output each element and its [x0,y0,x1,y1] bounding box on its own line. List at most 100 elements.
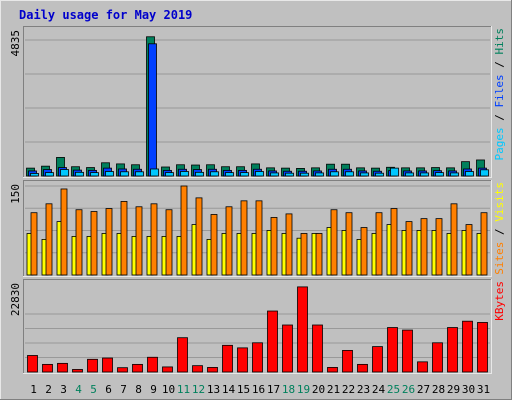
x-tick-label-day-25: 25 [387,383,400,396]
bar-sites-day-16 [255,200,263,276]
bar-pages-day-18 [285,172,294,177]
bar-pages-day-21 [330,171,339,177]
x-tick-label-day-15: 15 [237,383,250,396]
bar-kbytes-day-18 [282,324,293,373]
bar-pages-day-19 [300,172,309,177]
bar-sites-day-2 [45,203,53,276]
bar-kbytes-day-23 [357,363,368,373]
x-tick-label-day-9: 9 [150,383,157,396]
legend-entry-0: Pages [493,127,506,160]
bar-pages-day-8 [135,171,144,177]
bar-pages-day-29 [450,172,459,177]
bar-pages-day-11 [180,171,189,177]
bar-sites-day-23 [360,227,368,276]
panel-visits-sites-legend: Sites / Visits [493,182,506,275]
bar-files-day-9 [148,43,157,177]
bar-kbytes-day-5 [87,358,98,373]
legend-entry-1: / [493,108,506,128]
x-tick-label-day-2: 2 [45,383,52,396]
bar-sites-day-7 [120,201,128,276]
bar-sites-day-14 [225,206,233,276]
x-tick-label-day-21: 21 [327,383,340,396]
x-tick-label-day-29: 29 [447,383,460,396]
bar-pages-day-12 [195,171,204,177]
legend-entry-0: KBytes [493,281,506,321]
panel-kbytes-scale-label: 22830 [9,283,22,316]
x-tick-label-day-12: 12 [192,383,205,396]
bar-sites-day-28 [435,218,443,276]
bar-pages-day-3 [60,169,69,177]
chart-title: Daily usage for May 2019 [19,8,192,22]
bar-kbytes-day-4 [72,369,83,373]
bar-pages-day-5 [90,172,99,177]
bar-sites-day-26 [405,221,413,276]
bar-sites-day-9 [150,203,158,276]
x-tick-label-day-28: 28 [432,383,445,396]
panel-hits-files-pages: 4835 Pages / Files / Hits [9,26,506,178]
bar-pages-day-9 [150,168,159,177]
x-tick-label-day-20: 20 [312,383,325,396]
bar-sites-day-27 [420,218,428,276]
bar-sites-day-21 [330,209,338,276]
bar-pages-day-25 [390,167,399,177]
bar-sites-day-4 [75,209,83,276]
bar-pages-day-1 [30,173,39,177]
x-tick-label-day-23: 23 [357,383,370,396]
x-tick-label-day-30: 30 [462,383,475,396]
bar-kbytes-day-21 [327,367,338,373]
bar-pages-day-27 [420,172,429,177]
bar-sites-day-24 [375,212,383,276]
bar-kbytes-day-29 [447,327,458,373]
bar-pages-day-6 [105,171,114,177]
bar-kbytes-day-25 [387,327,398,373]
bar-pages-day-4 [75,171,84,177]
bar-pages-day-30 [465,171,474,177]
bar-pages-day-16 [255,171,264,177]
bar-kbytes-day-9 [147,356,158,373]
x-axis-labels: 1 2 3 4 5 6 7 8 9 10 11 12 13 14 15 16 17 18 19 20 21 22 23 24 2… [30,383,490,396]
bar-kbytes-day-20 [312,324,323,373]
panel-kbytes-legend: KBytes [493,281,506,321]
x-tick-label-day-19: 19 [297,383,310,396]
x-tick-label-day-27: 27 [417,383,430,396]
bar-sites-day-6 [105,208,113,276]
bar-sites-day-17 [270,217,278,276]
bar-kbytes-day-10 [162,366,173,373]
legend-entry-1: / [493,222,506,242]
bar-sites-day-19 [300,233,308,276]
bar-pages-day-13 [210,171,219,177]
legend-entry-3: / [493,55,506,75]
bar-kbytes-day-11 [177,337,188,373]
panel-hits-files-pages-legend: Pages / Files / Hits [493,28,506,161]
bar-kbytes-day-14 [222,344,233,373]
bar-sites-day-25 [390,208,398,276]
bar-pages-day-28 [435,172,444,177]
legend-entry-2: Visits [493,182,506,222]
bar-sites-day-30 [465,224,473,276]
legend-entry-2: Files [493,74,506,107]
bar-kbytes-day-27 [417,361,428,373]
x-tick-label-day-17: 17 [267,383,280,396]
x-tick-label-day-10: 10 [162,383,175,396]
x-tick-label-day-22: 22 [342,383,355,396]
bar-kbytes-day-7 [117,367,128,373]
panel-hits-files-pages-area [23,26,492,178]
bar-pages-day-23 [360,172,369,177]
bar-sites-day-31 [480,212,488,276]
panel-kbytes: 22830 KBytes [9,279,506,374]
x-tick-label-day-1: 1 [30,383,37,396]
bar-kbytes-day-26 [402,329,413,373]
bar-sites-day-10 [165,209,173,276]
bar-sites-day-11 [180,185,188,276]
bar-kbytes-day-6 [102,357,113,373]
bar-pages-day-10 [165,172,174,177]
bar-sites-day-15 [240,200,248,276]
x-tick-label-day-11: 11 [177,383,190,396]
bar-kbytes-day-2 [42,363,53,373]
legend-entry-4: Hits [493,28,506,55]
bar-kbytes-day-28 [432,342,443,373]
x-tick-label-day-14: 14 [222,383,236,396]
chart-panels: 4835 Pages / Files / Hits 150 Sites / Visit… [9,26,506,374]
bar-sites-day-22 [345,212,353,276]
